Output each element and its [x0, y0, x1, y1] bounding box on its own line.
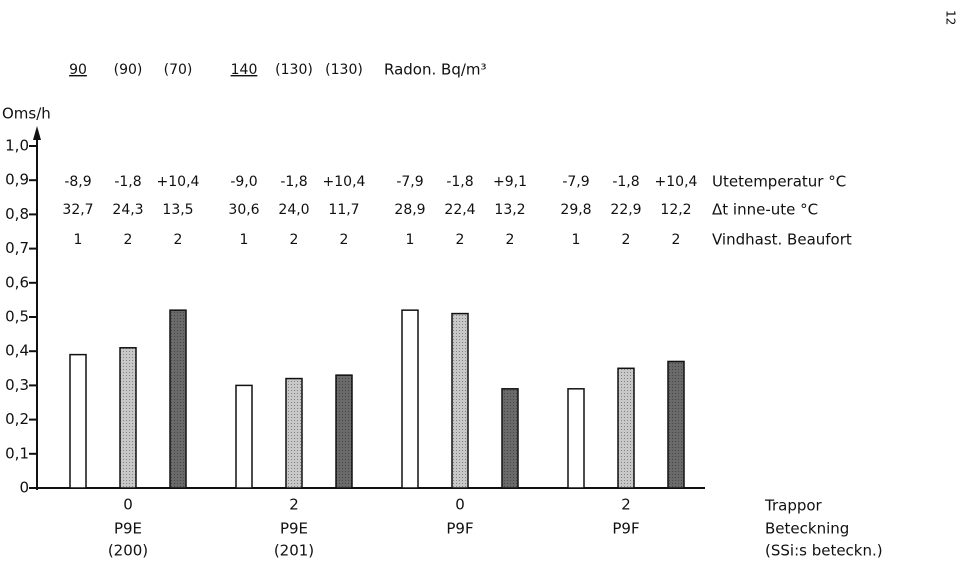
y-tick-label: 0,7 [5, 239, 29, 257]
condition-value: +10,4 [323, 174, 366, 190]
radon-value: (90) [114, 62, 143, 78]
condition-value: 22,9 [610, 202, 641, 218]
condition-value: -7,9 [562, 174, 589, 190]
condition-value: 2 [124, 232, 133, 248]
bar [69, 353, 87, 489]
y-tick-label: 0,1 [5, 444, 29, 462]
condition-value: -8,9 [64, 174, 91, 190]
ssi-label: (200) [108, 542, 148, 560]
y-tick-label: 0,3 [5, 376, 29, 394]
beteckning: P9F [612, 520, 639, 538]
radon-label: Radon. Bq/m³ [384, 61, 487, 79]
y-tick-label: 0,5 [5, 308, 29, 326]
y-tick-label: 0,8 [5, 205, 29, 223]
condition-value: 13,2 [494, 202, 525, 218]
bar [401, 309, 419, 489]
condition-value: 11,7 [328, 202, 359, 218]
y-tick-label: 0,2 [5, 410, 29, 428]
condition-value: 12,2 [660, 202, 691, 218]
row-label: Δt inne-ute °C [712, 201, 818, 219]
beteckning: P9E [114, 520, 142, 538]
condition-value: -1,8 [280, 174, 307, 190]
condition-value: -1,8 [612, 174, 639, 190]
bar-texture [502, 388, 518, 488]
condition-value: 2 [174, 232, 183, 248]
beteckning: P9F [446, 520, 473, 538]
condition-value: -1,8 [114, 174, 141, 190]
condition-value: 30,6 [228, 202, 259, 218]
condition-value: -1,8 [446, 174, 473, 190]
condition-value: 2 [456, 232, 465, 248]
condition-value: 24,0 [278, 202, 309, 218]
y-axis-label: Oms/h [2, 105, 51, 123]
condition-value: 1 [406, 232, 415, 248]
y-tick-label: 0,9 [5, 171, 29, 189]
condition-value: +10,4 [655, 174, 698, 190]
x-tick-label: 2 [621, 496, 631, 514]
y-tick-label: 0,6 [5, 273, 29, 291]
bar [567, 388, 585, 489]
radon-value: (130) [325, 62, 363, 78]
bar [235, 384, 253, 489]
radon-value: 140 [231, 62, 258, 78]
bar-texture [618, 368, 634, 488]
radon-value: 90 [69, 62, 87, 78]
radon-value: (70) [164, 62, 193, 78]
x-tick-label: 2 [289, 496, 299, 514]
row-label: Vindhast. Beaufort [712, 231, 852, 249]
x-tick-label: 0 [123, 496, 133, 514]
beteckning: P9E [280, 520, 308, 538]
bar-texture [452, 313, 468, 488]
condition-value: +9,1 [493, 174, 527, 190]
bar-texture [170, 310, 186, 488]
condition-value: 22,4 [444, 202, 475, 218]
condition-value: 2 [622, 232, 631, 248]
condition-value: -7,9 [396, 174, 423, 190]
condition-value: 29,8 [560, 202, 591, 218]
condition-value: 2 [672, 232, 681, 248]
axis-arrow [33, 126, 41, 140]
ssi-label: (201) [274, 542, 314, 560]
condition-value: 1 [240, 232, 249, 248]
condition-value: 2 [290, 232, 299, 248]
row-title: Trappor [764, 497, 823, 515]
radon-value: (130) [275, 62, 313, 78]
y-tick-label: 0 [19, 479, 29, 497]
bar-texture [668, 361, 684, 488]
condition-value: 2 [506, 232, 515, 248]
x-tick-label: 0 [455, 496, 465, 514]
condition-value: 2 [340, 232, 349, 248]
condition-value: 24,3 [112, 202, 143, 218]
row-label: Utetemperatur °C [712, 173, 846, 191]
row-title: (SSi:s beteckn.) [765, 542, 883, 560]
y-tick-label: 0,4 [5, 342, 29, 360]
y-tick-label: 1,0 [5, 137, 29, 155]
condition-value: 1 [74, 232, 83, 248]
row-title: Beteckning [765, 520, 849, 538]
condition-value: 1 [572, 232, 581, 248]
condition-value: -9,0 [230, 174, 257, 190]
bar-texture [336, 375, 352, 488]
bar-texture [286, 378, 302, 488]
condition-value: 28,9 [394, 202, 425, 218]
condition-value: 32,7 [62, 202, 93, 218]
condition-value: +10,4 [157, 174, 200, 190]
bar-texture [120, 347, 136, 488]
condition-value: 13,5 [162, 202, 193, 218]
page-number: 12 [944, 10, 958, 25]
